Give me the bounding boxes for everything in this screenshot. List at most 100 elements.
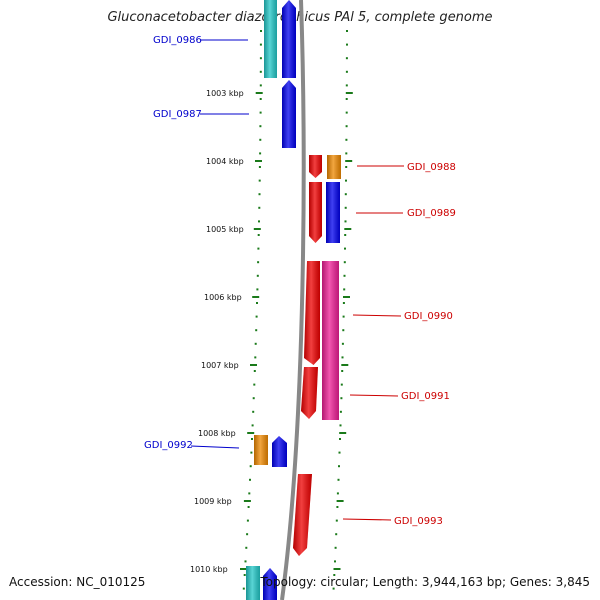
tick-dot (245, 546, 248, 549)
gene-label-gdi-0991: GDI_0991 (401, 391, 450, 402)
tick-dot (259, 70, 262, 73)
tick-dot (345, 166, 348, 168)
tick-dot (243, 574, 246, 576)
position-label-1007: 1007 kbp (201, 361, 239, 370)
left-gene-labels: GDI_0986 GDI_0987 GDI_0992 (144, 35, 249, 451)
tick-dot (257, 247, 260, 250)
position-label-1006: 1006 kbp (204, 293, 242, 302)
tick-dot (333, 574, 336, 576)
position-label-1004: 1004 kbp (206, 157, 244, 166)
tick-dot (259, 138, 262, 141)
position-label-1008: 1008 kbp (198, 429, 236, 438)
genome-backbone (280, 0, 306, 600)
tick-dot (335, 519, 338, 522)
gene-label-gdi-0990: GDI_0990 (404, 311, 453, 322)
position-labels: 1003 kbp 1004 kbp 1005 kbp 1006 kbp 1007… (190, 89, 244, 574)
tick-dot (256, 274, 259, 277)
tick-dot (345, 57, 348, 60)
gene-label-gdi-0986: GDI_0986 (153, 35, 202, 46)
tick-dot (258, 220, 260, 223)
gene-label-gdi-0989: GDI_0989 (407, 208, 456, 219)
tick-dot (345, 70, 348, 73)
tick-dot (345, 98, 348, 100)
tick-dot (246, 519, 249, 522)
position-label-1009: 1009 kbp (194, 497, 232, 506)
tick-dot (343, 274, 346, 277)
tick-dot (248, 492, 251, 495)
tick-dot (345, 111, 348, 114)
tick-dot (251, 438, 253, 440)
tick-dot (246, 533, 249, 536)
tick-dot (336, 506, 339, 508)
tick-dot (344, 247, 346, 250)
gene-label-gdi-0992: GDI_0992 (144, 440, 193, 451)
tick-dot (256, 302, 258, 304)
major-tick (240, 568, 247, 570)
major-tick (250, 364, 257, 366)
tick-dot (259, 152, 262, 155)
tick-dot (341, 342, 344, 345)
tick-dot (339, 438, 341, 440)
tick-dot (345, 138, 348, 141)
tick-dot (340, 383, 343, 386)
tick-dot (250, 451, 253, 454)
tick-dot (346, 30, 348, 32)
tick-dot (339, 424, 342, 427)
tick-dot (342, 329, 345, 332)
tick-dot (341, 356, 344, 359)
tick-dot (344, 193, 347, 196)
gene-features (246, 0, 341, 600)
major-tick (345, 92, 353, 94)
right-tick-track (332, 30, 353, 590)
tick-dot (253, 383, 256, 386)
tick-dot (259, 57, 262, 60)
major-tick (345, 160, 353, 162)
tick-dot (345, 125, 348, 128)
tick-dot (334, 560, 336, 563)
tick-dot (342, 302, 345, 304)
tick-dot (252, 397, 255, 400)
tick-dot (256, 288, 259, 291)
major-tick (341, 364, 349, 366)
left-tick-track (240, 30, 263, 590)
tick-dot (258, 206, 261, 209)
tick-dot (252, 410, 255, 413)
tick-dot (258, 179, 261, 182)
tick-dot (345, 84, 348, 87)
major-tick (339, 432, 347, 434)
tick-dot (258, 193, 261, 196)
tick-dot (344, 206, 347, 209)
tick-dot (337, 478, 340, 481)
tick-dot (255, 329, 258, 332)
tick-dot (334, 546, 337, 549)
tick-dot (254, 356, 257, 359)
tick-dot (346, 43, 348, 46)
tick-dot (244, 560, 247, 563)
major-tick (252, 296, 260, 298)
major-tick (247, 432, 255, 434)
gene-label-gdi-0987: GDI_0987 (153, 109, 202, 120)
tick-dot (259, 125, 262, 128)
major-tick (255, 160, 262, 162)
position-label-1005: 1005 kbp (206, 225, 244, 234)
tick-dot (344, 234, 347, 236)
gene-label-gdi-0993: GDI_0993 (394, 516, 443, 527)
tick-dot (341, 370, 344, 372)
tick-dot (251, 424, 254, 427)
major-tick (343, 296, 350, 298)
tick-dot (345, 179, 347, 182)
major-tick (333, 568, 341, 570)
tick-dot (339, 410, 342, 413)
tick-dot (255, 315, 258, 318)
tick-dot (249, 465, 252, 468)
position-label-1010: 1010 kbp (190, 565, 228, 574)
tick-dot (342, 315, 345, 318)
tick-dot (242, 587, 245, 590)
tick-dot (345, 152, 348, 155)
major-tick (243, 500, 251, 502)
tick-dot (247, 506, 250, 508)
tick-dot (340, 397, 343, 400)
tick-dot (258, 166, 261, 168)
